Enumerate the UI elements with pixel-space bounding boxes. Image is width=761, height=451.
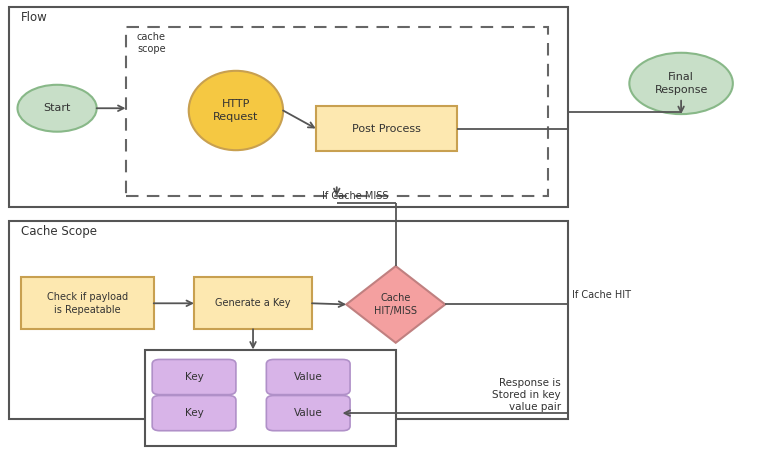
- FancyBboxPatch shape: [9, 7, 568, 207]
- Text: Value: Value: [294, 408, 323, 418]
- Text: If Cache MISS: If Cache MISS: [322, 191, 388, 201]
- Text: Value: Value: [294, 372, 323, 382]
- FancyBboxPatch shape: [21, 277, 154, 329]
- FancyBboxPatch shape: [194, 277, 312, 329]
- FancyBboxPatch shape: [152, 396, 236, 431]
- Text: HTTP
Request: HTTP Request: [213, 99, 259, 122]
- Text: cache
scope: cache scope: [137, 32, 166, 54]
- Text: Cache Scope: Cache Scope: [21, 226, 97, 239]
- Text: Final
Response: Final Response: [654, 72, 708, 95]
- Circle shape: [18, 85, 97, 132]
- Text: If Cache HIT: If Cache HIT: [572, 290, 632, 300]
- FancyBboxPatch shape: [145, 350, 396, 446]
- Text: Cache
HIT/MISS: Cache HIT/MISS: [374, 293, 417, 316]
- FancyBboxPatch shape: [266, 396, 350, 431]
- Text: Start: Start: [43, 103, 71, 113]
- Text: Flow: Flow: [21, 11, 47, 24]
- Text: Check if payload
is Repeatable: Check if payload is Repeatable: [46, 292, 128, 315]
- FancyBboxPatch shape: [266, 359, 350, 395]
- Circle shape: [629, 53, 733, 114]
- Polygon shape: [346, 266, 445, 343]
- Text: Key: Key: [185, 372, 203, 382]
- FancyBboxPatch shape: [316, 106, 457, 151]
- FancyBboxPatch shape: [152, 359, 236, 395]
- FancyBboxPatch shape: [9, 221, 568, 419]
- Text: Post Process: Post Process: [352, 124, 421, 133]
- Text: Generate a Key: Generate a Key: [215, 298, 291, 308]
- Ellipse shape: [189, 71, 283, 150]
- Text: Key: Key: [185, 408, 203, 418]
- Text: Response is
Stored in key
value pair: Response is Stored in key value pair: [492, 377, 561, 413]
